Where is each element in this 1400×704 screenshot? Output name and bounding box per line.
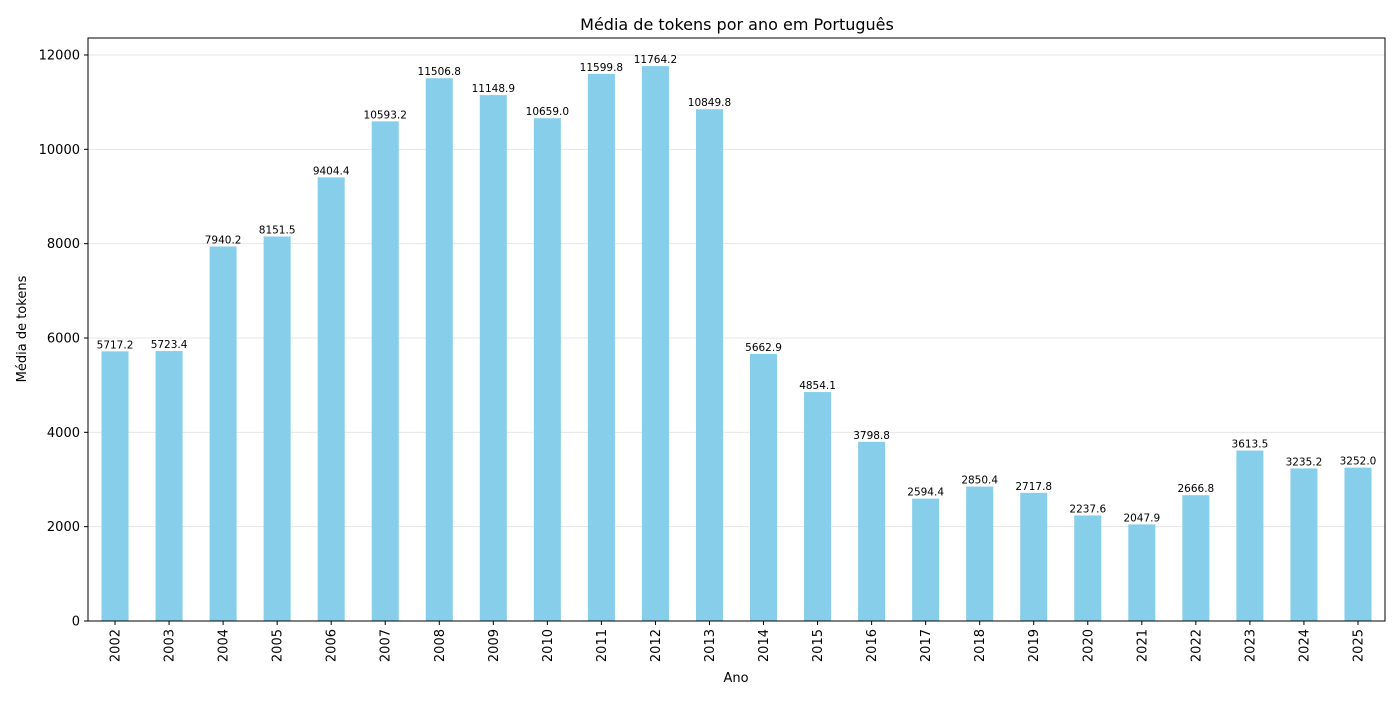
bar-2013: [695, 109, 723, 621]
bar-2018: [966, 486, 994, 621]
bar-2022: [1182, 495, 1210, 621]
data-label-2009: 11148.9: [472, 83, 515, 95]
y-tick-label: 8000: [47, 237, 80, 252]
y-tick-label: 10000: [39, 143, 80, 158]
plot-frame: [87, 37, 1386, 622]
bar-2021: [1128, 524, 1156, 621]
bar-2005: [263, 236, 291, 621]
x-tick-label-2012: 2012: [649, 629, 664, 662]
y-tick-label: 2000: [47, 520, 80, 535]
data-label-2023: 3613.5: [1232, 439, 1269, 451]
bar-2006: [317, 177, 345, 621]
x-tick-label-2021: 2021: [1135, 629, 1150, 662]
data-label-2017: 2594.4: [907, 487, 944, 499]
x-tick-label-2018: 2018: [973, 629, 988, 662]
x-tick-label-2016: 2016: [865, 629, 880, 662]
y-axis-label: Média de tokens: [15, 275, 30, 382]
x-axis: 2002 2003 2004 2005 2006 2007 2008 2009 2010 2011…: [109, 621, 1366, 662]
bar-2025: [1344, 467, 1372, 621]
x-axis-label: Ano: [723, 671, 748, 686]
x-tick-label-2003: 2003: [163, 629, 178, 662]
y-tick-label: 0: [72, 615, 80, 630]
bars: [101, 66, 1372, 622]
bar-2009: [479, 95, 507, 622]
bar-2019: [1020, 492, 1048, 621]
data-label-2025: 3252.0: [1340, 456, 1377, 468]
chart-title: Média de tokens por ano em Português: [580, 15, 894, 34]
data-label-2005: 8151.5: [259, 225, 296, 237]
data-labels: 5717.2 5723.4 7940.2 8151.5 9404.4 10593.2 115…: [97, 54, 1377, 524]
y-axis: 0 2000 4000 6000 8000 10000 12000: [39, 48, 88, 630]
bar-2010: [533, 118, 561, 622]
data-label-2018: 2850.4: [961, 475, 998, 487]
x-tick-label-2009: 2009: [487, 629, 502, 662]
bar-2020: [1074, 515, 1102, 621]
bar-2012: [641, 66, 669, 622]
x-tick-label-2019: 2019: [1027, 629, 1042, 662]
bar-2016: [858, 441, 886, 621]
bar-2007: [371, 121, 399, 622]
bar-2017: [912, 498, 940, 621]
x-tick-label-2017: 2017: [919, 629, 934, 662]
data-label-2011: 11599.8: [580, 62, 623, 74]
x-tick-label-2013: 2013: [703, 629, 718, 662]
x-tick-label-2010: 2010: [541, 629, 556, 662]
data-label-2003: 5723.4: [151, 339, 188, 351]
data-label-2016: 3798.8: [853, 430, 890, 442]
x-tick-label-2015: 2015: [811, 629, 826, 662]
bar-2008: [425, 78, 453, 622]
data-label-2008: 11506.8: [418, 66, 461, 78]
bar-2015: [804, 392, 832, 621]
y-tick-label: 4000: [47, 426, 80, 441]
bar-2024: [1290, 468, 1318, 621]
data-label-2012: 11764.2: [634, 54, 677, 66]
x-tick-label-2022: 2022: [1189, 629, 1204, 662]
grid-lines: [88, 54, 1385, 622]
data-label-2010: 10659.0: [526, 106, 569, 118]
data-label-2014: 5662.9: [745, 342, 782, 354]
data-label-2019: 2717.8: [1015, 481, 1052, 493]
y-tick-label: 6000: [47, 331, 80, 346]
data-label-2022: 2666.8: [1177, 483, 1214, 495]
bar-2011: [587, 73, 615, 622]
x-tick-label-2025: 2025: [1351, 629, 1366, 662]
data-label-2002: 5717.2: [97, 339, 134, 351]
y-tick-label: 12000: [39, 48, 80, 63]
bar-2002: [101, 351, 129, 621]
data-label-2004: 7940.2: [205, 234, 242, 246]
data-label-2020: 2237.6: [1069, 503, 1106, 515]
x-tick-label-2024: 2024: [1297, 629, 1312, 662]
data-label-2007: 10593.2: [364, 109, 407, 121]
x-tick-label-2023: 2023: [1243, 629, 1258, 662]
bar-2023: [1236, 450, 1264, 621]
data-label-2006: 9404.4: [313, 165, 350, 177]
x-tick-label-2002: 2002: [109, 629, 124, 662]
x-tick-label-2020: 2020: [1081, 629, 1096, 662]
data-label-2024: 3235.2: [1286, 456, 1323, 468]
x-tick-label-2005: 2005: [271, 629, 286, 662]
x-tick-label-2011: 2011: [595, 629, 610, 662]
bar-2014: [750, 353, 778, 621]
bar-2004: [209, 246, 237, 622]
data-label-2013: 10849.8: [688, 97, 731, 109]
data-label-2015: 4854.1: [799, 380, 836, 392]
x-tick-label-2007: 2007: [379, 629, 394, 662]
data-label-2021: 2047.9: [1123, 512, 1160, 524]
x-tick-label-2014: 2014: [757, 629, 772, 662]
x-tick-label-2004: 2004: [217, 629, 232, 662]
x-tick-label-2008: 2008: [433, 629, 448, 662]
x-tick-label-2006: 2006: [325, 629, 340, 662]
bar-2003: [155, 351, 183, 621]
